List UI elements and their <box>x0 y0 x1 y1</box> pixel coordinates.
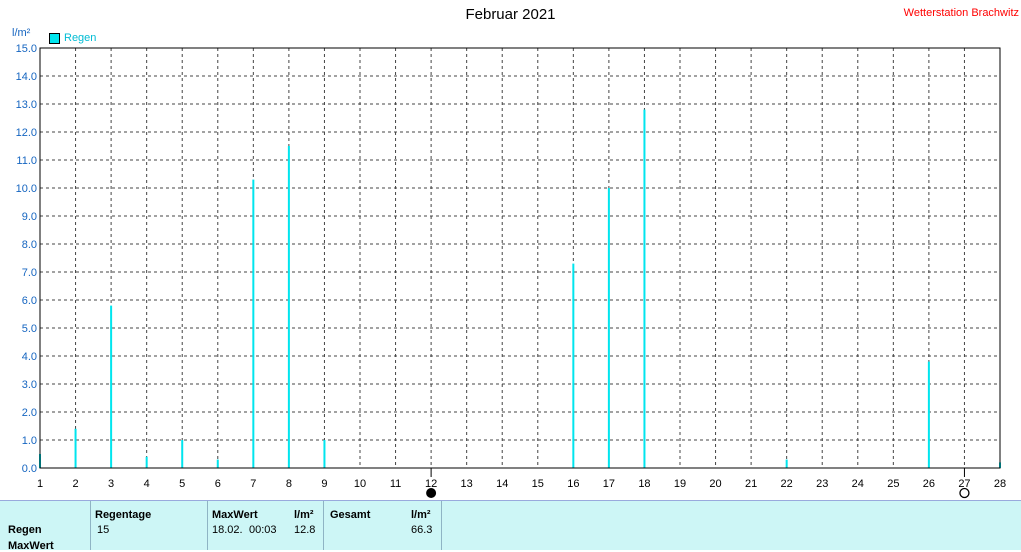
gesamt-unit: l/m² <box>411 509 431 521</box>
stats-maxwert: MaxWert l/m² 18.02. 00:03 12.8 <box>207 501 324 550</box>
stats-panel: Regen MaxWert Regentage 15 MaxWert l/m² … <box>0 500 1021 552</box>
rain-chart: 0.01.02.03.04.05.06.07.08.09.010.011.012… <box>16 43 1006 499</box>
rain-bar <box>572 263 575 468</box>
x-tick-label: 20 <box>709 478 721 490</box>
maxwert-time: 00:03 <box>249 524 277 536</box>
rain-bar <box>323 440 326 468</box>
chart-grid <box>40 48 1000 468</box>
y-tick-label: 2.0 <box>22 407 37 419</box>
rain-bar <box>110 305 113 468</box>
rain-bar <box>785 459 788 468</box>
y-tick-label: 7.0 <box>22 267 37 279</box>
stats-row-labels: Regen MaxWert <box>0 501 91 552</box>
y-tick-label: 10.0 <box>16 183 37 195</box>
moon-phase-markers <box>426 468 970 499</box>
y-tick-label: 3.0 <box>22 379 37 391</box>
rain-bars <box>39 109 1001 468</box>
rain-bar <box>216 459 219 468</box>
x-tick-label: 13 <box>461 478 473 490</box>
x-tick-label: 19 <box>674 478 686 490</box>
x-tick-label: 17 <box>603 478 615 490</box>
rain-bar <box>607 188 610 468</box>
chart-title: Februar 2021 <box>465 6 556 23</box>
x-tick-label: 8 <box>286 478 292 490</box>
stats-gesamt: Gesamt l/m² 66.3 <box>323 501 442 550</box>
x-tick-label: 5 <box>179 478 185 490</box>
maxwert-header: MaxWert <box>212 509 258 521</box>
x-tick-label: 14 <box>496 478 508 490</box>
x-tick-label: 26 <box>923 478 935 490</box>
y-tick-label: 13.0 <box>16 99 37 111</box>
legend: Regen <box>49 32 96 44</box>
y-tick-label: 5.0 <box>22 323 37 335</box>
y-tick-label: 1.0 <box>22 435 37 447</box>
x-tick-label: 15 <box>532 478 544 490</box>
x-tick-label: 23 <box>816 478 828 490</box>
maxwert-date: 18.02. <box>212 524 243 536</box>
rain-bar <box>74 428 77 468</box>
x-tick-label: 10 <box>354 478 366 490</box>
y-tick-label: 6.0 <box>22 295 37 307</box>
rain-bar <box>643 109 646 468</box>
rain-bar <box>252 179 255 468</box>
x-tick-label: 27 <box>958 478 970 490</box>
maxwert-unit: l/m² <box>294 509 314 521</box>
x-tick-label: 25 <box>887 478 899 490</box>
x-tick-label: 2 <box>72 478 78 490</box>
regentage-header: Regentage <box>95 509 152 521</box>
rain-bar <box>145 456 148 468</box>
legend-swatch <box>49 32 60 44</box>
stats-row-maxwert: MaxWert <box>8 540 54 552</box>
rain-bar <box>287 146 290 468</box>
x-tick-label: 6 <box>215 478 221 490</box>
x-tick-label: 11 <box>390 478 401 490</box>
y-tick-label: 12.0 <box>16 127 37 139</box>
x-tick-label: 9 <box>321 478 327 490</box>
rain-bar <box>927 361 930 468</box>
gesamt-value: 66.3 <box>411 524 433 536</box>
y-tick-label: 0.0 <box>22 463 37 475</box>
y-tick-label: 9.0 <box>22 211 37 223</box>
station-name: Wetterstation Brachwitz <box>903 7 1019 19</box>
y-tick-label: 4.0 <box>22 351 37 363</box>
x-tick-label: 12 <box>425 478 437 490</box>
plot-frame <box>39 47 1001 469</box>
maxwert-value: 12.8 <box>294 524 316 536</box>
gesamt-header: Gesamt <box>330 509 371 521</box>
stats-row-regen: Regen <box>8 524 42 536</box>
x-tick-label: 16 <box>567 478 579 490</box>
new-moon-icon <box>426 488 437 498</box>
y-tick-label: 15.0 <box>16 43 37 55</box>
rain-bar <box>181 440 184 468</box>
y-tick-label: 14.0 <box>16 71 37 83</box>
x-tick-label: 18 <box>638 478 650 490</box>
x-tick-label: 22 <box>781 478 793 490</box>
y-axis-ticks: 0.0 1.0 2.0 3.0 4.0 5.0 6.0 7.0 8.0 9.0 10.0 11.0 12… <box>16 43 37 475</box>
stats-regentage: Regentage 15 <box>90 501 208 550</box>
full-moon-icon <box>959 487 970 499</box>
x-axis-ticks: 1 2 3 4 5 6 7 8 9 10 11 12 13 14 15 16 17 18 19 20 21 22 23 24 2… <box>37 478 1006 490</box>
y-tick-label: 8.0 <box>22 239 37 251</box>
x-tick-label: 21 <box>745 478 757 490</box>
x-tick-label: 24 <box>852 478 864 490</box>
y-tick-label: 11.0 <box>16 155 37 167</box>
x-tick-label: 4 <box>144 478 150 490</box>
x-tick-label: 28 <box>994 478 1006 490</box>
y-axis-unit: l/m² <box>12 27 31 39</box>
legend-label: Regen <box>64 32 97 44</box>
regentage-value: 15 <box>97 524 110 536</box>
x-tick-label: 1 <box>37 478 43 490</box>
x-tick-label: 7 <box>250 478 256 490</box>
x-tick-label: 3 <box>108 478 114 490</box>
